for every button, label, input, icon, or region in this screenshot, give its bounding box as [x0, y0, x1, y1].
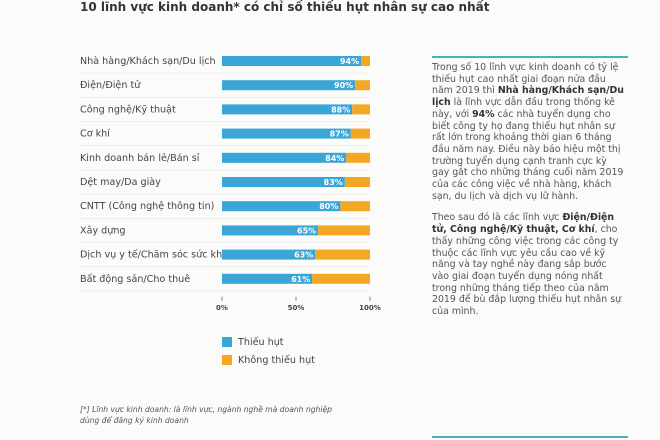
bar-segment [222, 56, 362, 66]
paragraph: Theo sau đó là các lĩnh vực Điện/Điện tử… [432, 212, 624, 317]
value-label: 90% [334, 81, 353, 90]
value-label: 80% [319, 202, 338, 211]
divider [432, 436, 628, 438]
bar-segment [222, 80, 356, 91]
divider [432, 56, 628, 58]
text: Theo sau đó là các lĩnh vực [432, 212, 563, 224]
bar-segment [222, 225, 319, 236]
bar-segment [222, 201, 341, 212]
paragraph: Trong số 10 lĩnh vực kinh doanh có tỷ lệ… [432, 62, 624, 202]
footnote: [*] Lĩnh vực kinh doanh: là lĩnh vực, ng… [80, 405, 332, 425]
bar-segment [312, 273, 370, 284]
x-tick-label: 50% [288, 304, 305, 312]
bar-segment [222, 177, 345, 187]
value-label: 83% [324, 178, 343, 187]
sidebar: Trong số 10 lĩnh vực kinh doanh có tỷ lệ… [432, 62, 624, 328]
bar-segment [352, 104, 370, 115]
bar-segment [222, 128, 351, 139]
category-label: Công nghệ/Kỹ thuật [80, 103, 176, 115]
category-label: Cơ khí [80, 128, 110, 140]
value-label: 87% [330, 130, 349, 139]
chart: Nhà hàng/Khách sạn/Du lịch 94% Điện/Điện t… [80, 55, 381, 366]
category-label: Xây dựng [80, 224, 126, 236]
legend-swatch [222, 355, 232, 365]
bar-segment [222, 273, 313, 284]
bar-segment [344, 177, 370, 187]
category-label: Điện/Điện tử [80, 79, 141, 91]
text-bold: 94% [472, 108, 495, 120]
category-label: Dịch vụ y tế/Chăm sóc sức khoẻ [80, 249, 234, 261]
category-label: Bất động sản/Cho thuê [80, 273, 190, 285]
text-bold: Điện/Điện tử, Công nghệ/Kỹ thuật, Cơ khí [432, 212, 615, 236]
bar-segment [350, 128, 370, 139]
text: các nhà tuyển dụng cho biết công ty họ đ… [432, 108, 624, 202]
bar-segment [222, 249, 316, 260]
bar-segment [222, 152, 347, 163]
x-tick-label: 0% [216, 304, 228, 312]
bar-segment [355, 80, 370, 91]
bar-segment [361, 56, 370, 66]
x-tick-label: 100% [359, 304, 381, 312]
legend-swatch [222, 337, 232, 347]
legend-label: Không thiếu hụt [238, 354, 315, 366]
value-label: 94% [340, 57, 359, 66]
category-label: Dệt may/Da giày [80, 176, 161, 188]
text-bold: Nhà hàng/Khách sạn/Du lịch [432, 85, 624, 109]
text: là lĩnh vực dẫn đầu trong thống kê này, … [432, 97, 615, 120]
chart-title: 10 lĩnh vực kinh doanh* có chỉ số thiếu … [80, 0, 490, 14]
category-label: Nhà hàng/Khách sạn/Du lịch [80, 55, 216, 67]
text: Trong số 10 lĩnh vực kinh doanh có tỷ lệ… [432, 62, 619, 97]
value-label: 63% [294, 251, 313, 260]
value-label: 65% [297, 226, 316, 235]
value-label: 61% [291, 275, 310, 284]
category-label: Kinh doanh bán lẻ/Bán sỉ [80, 152, 200, 164]
bar-segment [315, 249, 370, 260]
bar-segment [318, 225, 370, 236]
category-label: CNTT (Công nghệ thông tin) [80, 200, 214, 212]
bar-segment [346, 152, 370, 163]
bar-segment [340, 201, 370, 212]
bar-segment [222, 104, 353, 115]
value-label: 84% [325, 154, 344, 163]
value-label: 88% [331, 105, 350, 114]
text: , cho thấy những công việc trong các côn… [432, 224, 622, 318]
legend-label: Thiếu hụt [237, 336, 284, 348]
